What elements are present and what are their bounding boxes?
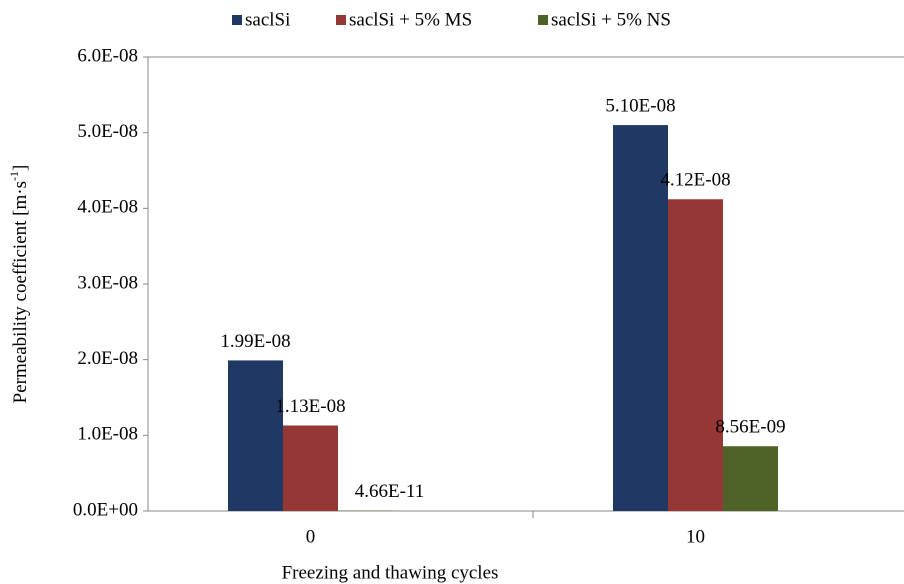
data-label: 5.10E-08 [605,95,675,116]
legend-swatch [336,15,346,25]
legend-swatch [232,15,242,25]
x-tick-label: 0 [306,526,316,547]
data-label: 1.13E-08 [275,396,345,417]
data-label: 4.66E-11 [355,481,424,502]
y-title-sup: -1 [7,171,21,181]
bar [283,425,338,511]
bar [668,199,723,511]
bar [723,446,778,511]
legend-label: saclSi + 5% NS [551,9,671,30]
bar [613,125,668,511]
y-tick-label: 3.0E-08 [77,272,138,293]
bar [228,360,283,511]
y-tick-label: 5.0E-08 [77,121,138,142]
y-tick-label: 6.0E-08 [77,45,138,66]
data-label: 4.12E-08 [660,170,730,191]
legend-swatch [538,15,548,25]
y-axis-title: Permeability coefficient [m·s-1] [7,165,32,404]
x-tick-label: 10 [686,526,705,547]
data-label: 8.56E-09 [715,417,785,438]
y-title-main: Permeability coefficient [m·s [10,181,31,403]
y-title-end: ] [10,165,31,171]
x-axis-title: Freezing and thawing cycles [282,562,499,583]
y-tick-label: 0.0E+00 [73,499,138,520]
y-tick-label: 2.0E-08 [77,348,138,369]
legend-label: saclSi [245,9,290,30]
legend-label: saclSi + 5% MS [349,9,472,30]
y-tick-label: 4.0E-08 [77,197,138,218]
y-tick-label: 1.0E-08 [77,424,138,445]
data-label: 1.99E-08 [220,331,290,352]
